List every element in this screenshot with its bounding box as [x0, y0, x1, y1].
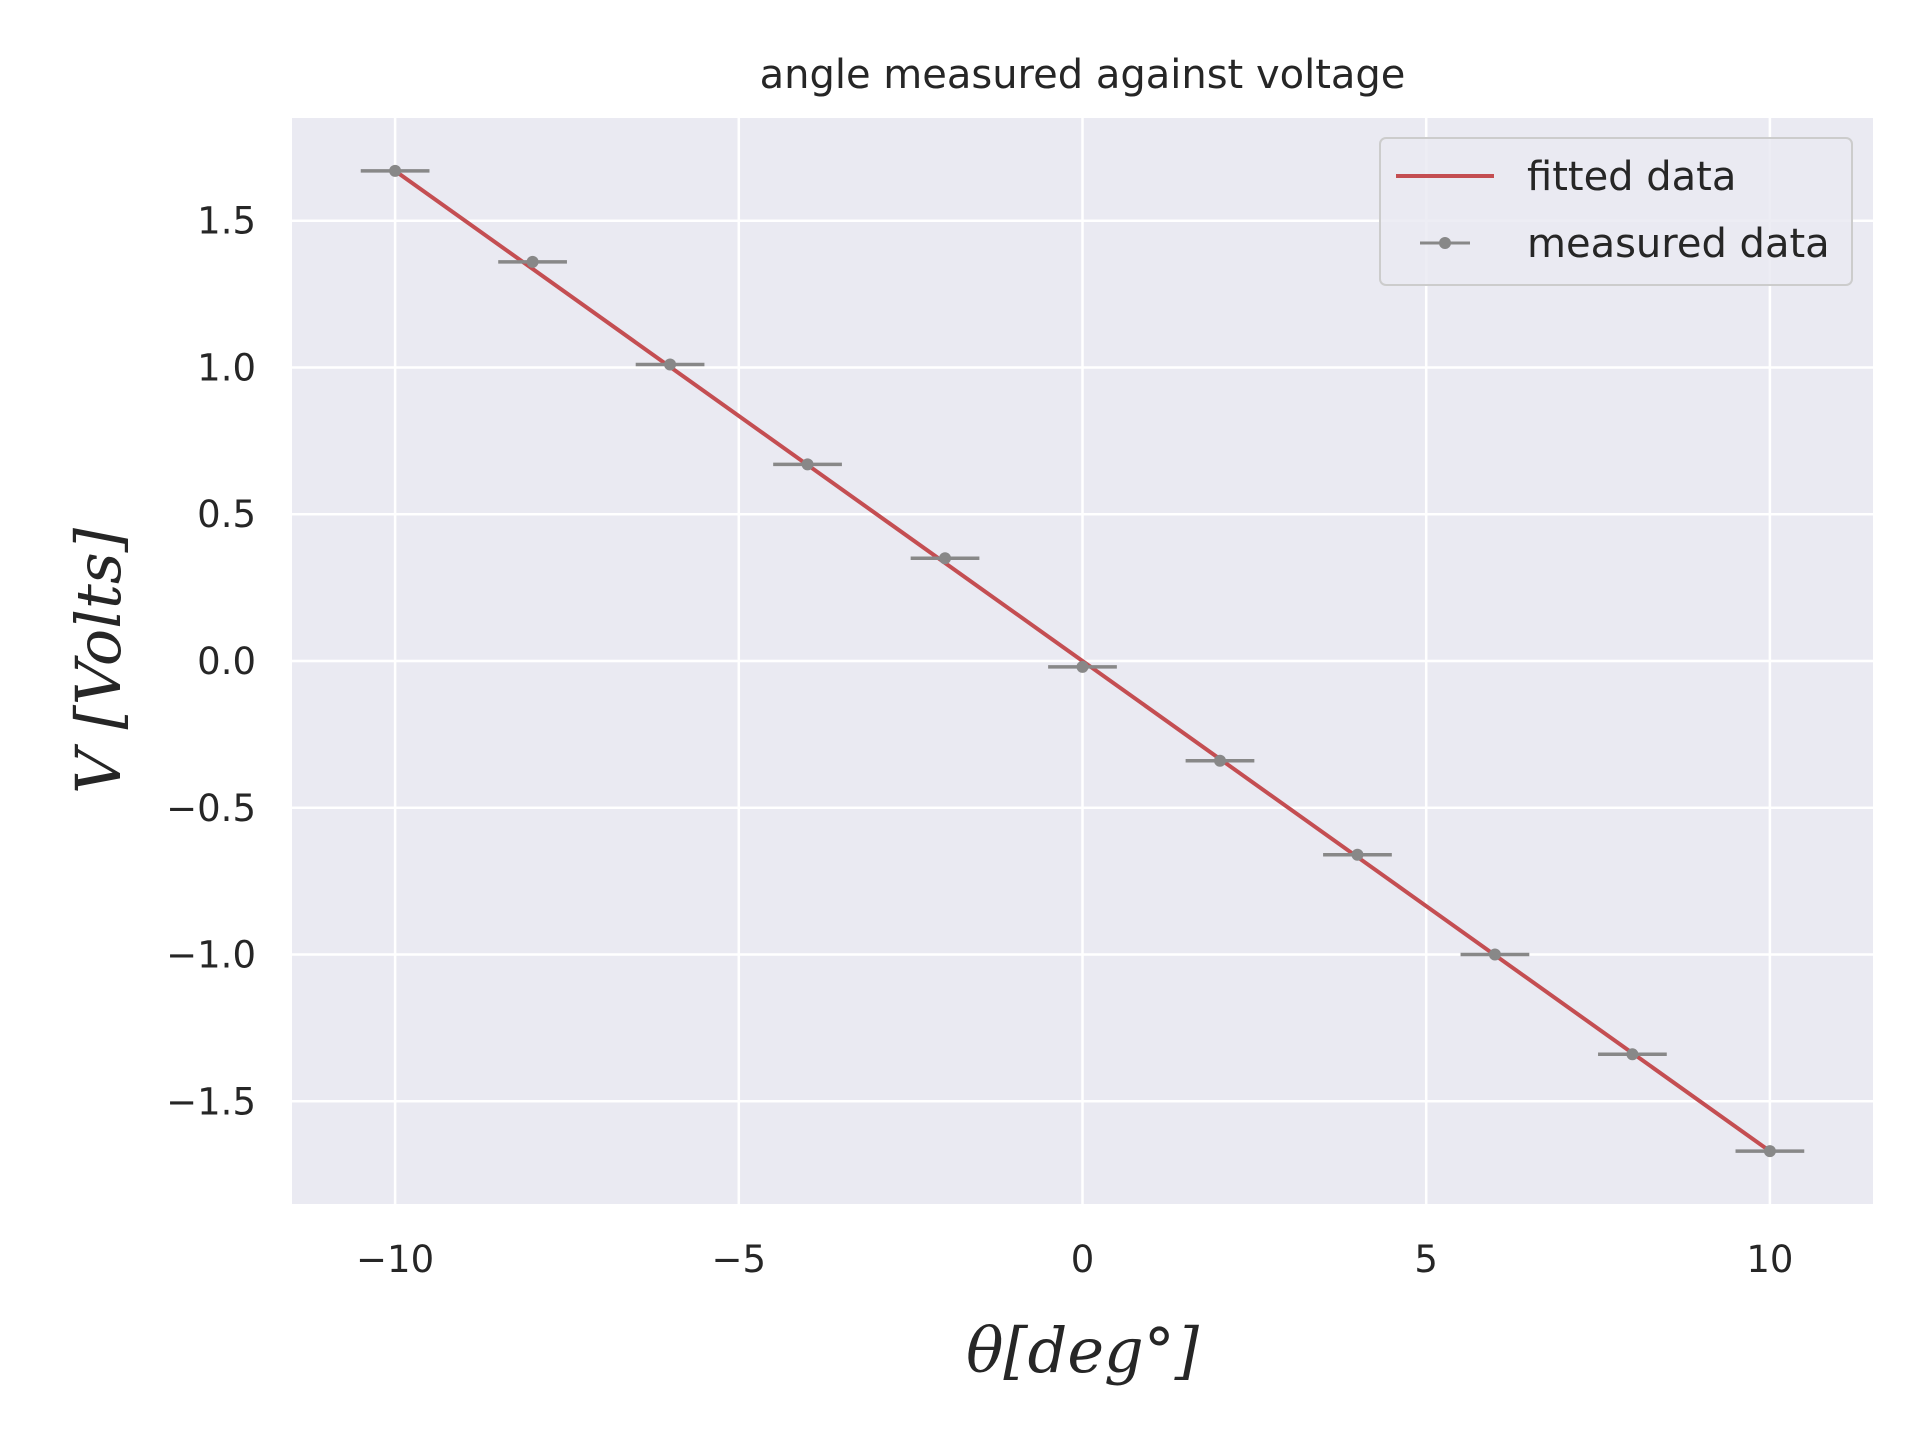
- measured-data-point: [910, 552, 980, 565]
- measured-marker: [389, 164, 402, 177]
- measured-marker: [939, 552, 952, 565]
- measured-data-point: [1460, 948, 1530, 961]
- measured-data-point: [1323, 848, 1392, 861]
- y-tick-label: 0.0: [197, 640, 256, 683]
- measured-marker: [1763, 1145, 1776, 1158]
- y-tick-label: 1.5: [197, 200, 256, 243]
- grid: [292, 118, 1873, 1204]
- chart-title: angle measured against voltage: [760, 52, 1406, 98]
- x-tick-label: 0: [1071, 1238, 1095, 1281]
- measured-data-point: [1185, 754, 1255, 767]
- legend-box: [1379, 137, 1853, 286]
- measured-data-point: [635, 358, 705, 371]
- measured-marker: [1626, 1048, 1639, 1061]
- legend-measured-label: measured data: [1527, 221, 1830, 267]
- y-tick-label: −1.0: [166, 934, 256, 977]
- legend-measured-marker: [1439, 237, 1451, 249]
- measured-marker: [526, 255, 539, 268]
- measured-data-point: [1735, 1145, 1805, 1158]
- y-tick-label: −1.5: [166, 1080, 256, 1123]
- x-axis-label: θ[deg°]: [966, 1314, 1200, 1387]
- measured-marker: [1076, 660, 1089, 673]
- y-axis-label: V [Volts]: [62, 527, 135, 794]
- x-tick-label: 5: [1414, 1238, 1438, 1281]
- x-tick-label: 10: [1746, 1238, 1793, 1281]
- y-tick-label: 1.0: [197, 346, 256, 389]
- legend-fitted-label: fitted data: [1527, 154, 1736, 200]
- tick-labels: −10 −5 0 5 10 1.5 1.0 0.5 0.0 −0.5 −1.0 −1.5: [166, 200, 1793, 1281]
- measured-data-layer: [360, 164, 1805, 1158]
- measured-data-point: [1048, 660, 1117, 673]
- measured-marker: [801, 458, 814, 471]
- measured-data-point: [498, 255, 567, 268]
- y-tick-label: 0.5: [197, 493, 256, 536]
- measured-marker: [1488, 948, 1501, 961]
- legend: fitted data measured data: [1379, 137, 1853, 286]
- measured-data-point: [1598, 1048, 1667, 1061]
- measured-marker: [664, 358, 677, 371]
- measured-marker: [1213, 754, 1226, 767]
- measured-data-point: [773, 458, 842, 471]
- y-tick-label: −0.5: [166, 787, 256, 830]
- measured-data-point: [360, 164, 430, 177]
- x-tick-label: −10: [356, 1238, 434, 1281]
- measured-marker: [1351, 848, 1364, 861]
- x-tick-label: −5: [712, 1238, 767, 1281]
